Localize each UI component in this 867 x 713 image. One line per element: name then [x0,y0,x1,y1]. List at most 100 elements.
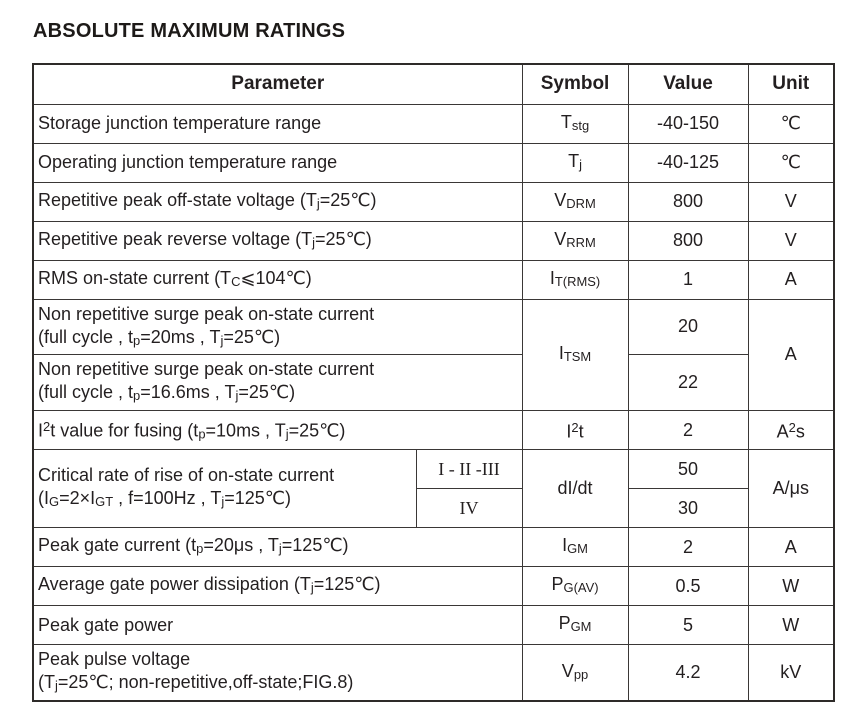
value-cell: -40-125 [627,142,749,183]
value-cell: 20 [627,298,749,356]
symbol-cell: IT(RMS) [521,259,629,300]
text-line: Peak gate power [38,614,174,635]
symbol-cell: IGM [521,527,629,568]
class-cell: IV [415,488,523,529]
unit-cell: V [747,220,835,261]
subscript-text: C [231,273,241,289]
subscript-text: j [579,156,582,172]
text-line: I2t value for fusing (tp=10ms , Tj=25℃) [38,419,346,442]
table-body: Storage junction temperature range Tstg -4… [32,103,835,702]
superscript-text: 2 [571,420,579,436]
subscript-text: TSM [563,348,592,364]
parameter-cell: RMS on-state current (TC⩽104℃) [32,259,523,300]
subscript-text: GT [95,494,114,510]
subscript-text: p [196,541,204,557]
value-cell: 4.2 [627,644,749,702]
subscript-text: RRM [566,234,596,250]
text-line: 2 [683,419,694,440]
text-line: 800 [672,191,704,211]
symbol-cell: I2t [521,410,629,451]
text-line: ℃ [780,152,801,172]
parameter-cell: I2t value for fusing (tp=10ms , Tj=25℃) [32,410,523,451]
value-cell: 1 [627,259,749,300]
subscript-text: j [312,234,316,250]
text-line: IGM [562,535,588,557]
parameter-cell: Peak pulse voltage (Tj=25℃; non-repetitiv… [32,644,523,702]
value-cell: 22 [627,354,749,412]
text-line: IV [459,497,479,518]
table-row: Operating junction temperature range Tj -4… [32,142,835,183]
table-row: Repetitive peak off-state voltage (Tj=25… [32,181,835,222]
subscript-text: j [310,580,314,596]
text-line: I2t [566,420,584,442]
unit-cell: V [747,181,835,222]
value-cell: 2 [627,410,749,451]
text-line: A [784,344,797,365]
subscript-text: G(AV) [563,580,599,596]
value-cell: 800 [627,220,749,261]
text-line: 50 [678,458,699,479]
unit-cell: A2s [747,410,835,451]
table-row: Peak gate current (tp=20μs , Tj=125℃) IGM… [32,527,835,568]
symbol-cell: dI/dt [521,449,629,529]
text-line: Peak gate current (tp=20μs , Tj=125℃) [38,535,349,557]
text-line: (Tj=25℃; non-repetitive,off-state;FIG.8) [38,672,354,693]
table-row: Repetitive peak reverse voltage (Tj=25℃)… [32,220,835,261]
subscript-text: j [55,677,58,693]
value-cell: 0.5 [627,566,749,607]
subscript-text: j [220,332,224,348]
text-line: 22 [678,372,699,393]
text-line: ℃ [780,113,801,133]
class-cell: I - II -III [415,449,523,490]
header-row: Parameter Symbol Value Unit [32,63,835,105]
symbol-cell: Vpp [521,644,629,702]
table-row: Critical rate of rise of on-state curren… [32,449,835,529]
text-line: Tstg [560,111,590,133]
text-line: V [784,191,797,211]
text-line: 20 [678,316,699,337]
table-row: Non repetitive surge peak on-state curre… [32,354,834,412]
text-line: IT(RMS) [549,267,601,289]
table-row: IV 30 [33,488,834,529]
absolute-maximum-ratings-table: Parameter Symbol Value Unit Storage junc… [32,63,836,702]
subscript-text: GM [567,541,588,557]
unit-cell: ℃ [747,142,835,183]
value-cell: 800 [627,181,749,222]
header-symbol: Symbol [521,63,629,105]
unit-cell: W [747,605,835,646]
table-row: I2t value for fusing (tp=10ms , Tj=25℃) I… [32,410,835,451]
symbol-cell: VRRM [521,220,629,261]
symbol-cell: Tstg [521,103,629,144]
text-line: 1 [683,269,694,289]
symbol-cell: ITSM [521,298,629,412]
parameter-cell: Non repetitive surge peak on-state curre… [32,298,523,356]
text-line: Non repetitive surge peak on-state curre… [38,303,375,324]
subscript-text: GM [570,619,592,635]
text-line: 2 [683,536,694,557]
text-line: A2s [776,420,805,442]
parameter-cell: Repetitive peak off-state voltage (Tj=25… [32,181,523,222]
text-line: 4.2 [675,662,701,683]
subscript-text: stg [571,117,590,133]
subscript-text: j [235,388,239,404]
text-line: Critical rate of rise of on-state curren… [38,465,335,486]
text-line: -40-150 [656,113,720,133]
table-row: Peak gate power PGM 5 W [32,605,835,646]
unit-cell: A [747,259,835,300]
text-line: 800 [672,230,704,250]
text-line: Vpp [561,660,589,682]
subscript-text: j [285,426,289,442]
header-parameter: Parameter [32,63,523,105]
table-row: Peak pulse voltage (Tj=25℃; non-repetitiv… [32,644,835,702]
text-line: VRRM [554,228,596,250]
header-value: Value [627,63,749,105]
table-row: Storage junction temperature range Tstg -4… [32,103,835,144]
text-line: 5 [683,614,694,635]
value-cell: 50 [627,449,749,490]
text-line: 30 [678,497,699,518]
subscript-text: j [221,494,225,510]
unit-cell: A [747,527,835,568]
symbol-cell: PG(AV) [521,566,629,607]
text-line: 0.5 [675,575,701,596]
subscript-text: pp [573,666,589,682]
